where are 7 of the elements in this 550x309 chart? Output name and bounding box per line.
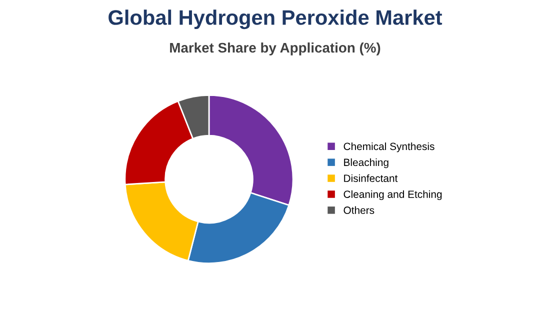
legend-label: Others — [344, 206, 374, 214]
legend-label: Chemical Synthesis — [344, 142, 434, 152]
legend-label: Cleaning and Etching — [344, 190, 442, 200]
chart-subtitle: Market Share by Application (%) — [170, 42, 380, 56]
chart-title: Global Hydrogen Peroxide Market — [108, 10, 442, 30]
legend-label: Disinfectant — [344, 174, 398, 182]
legend-label: Bleaching — [344, 158, 388, 168]
